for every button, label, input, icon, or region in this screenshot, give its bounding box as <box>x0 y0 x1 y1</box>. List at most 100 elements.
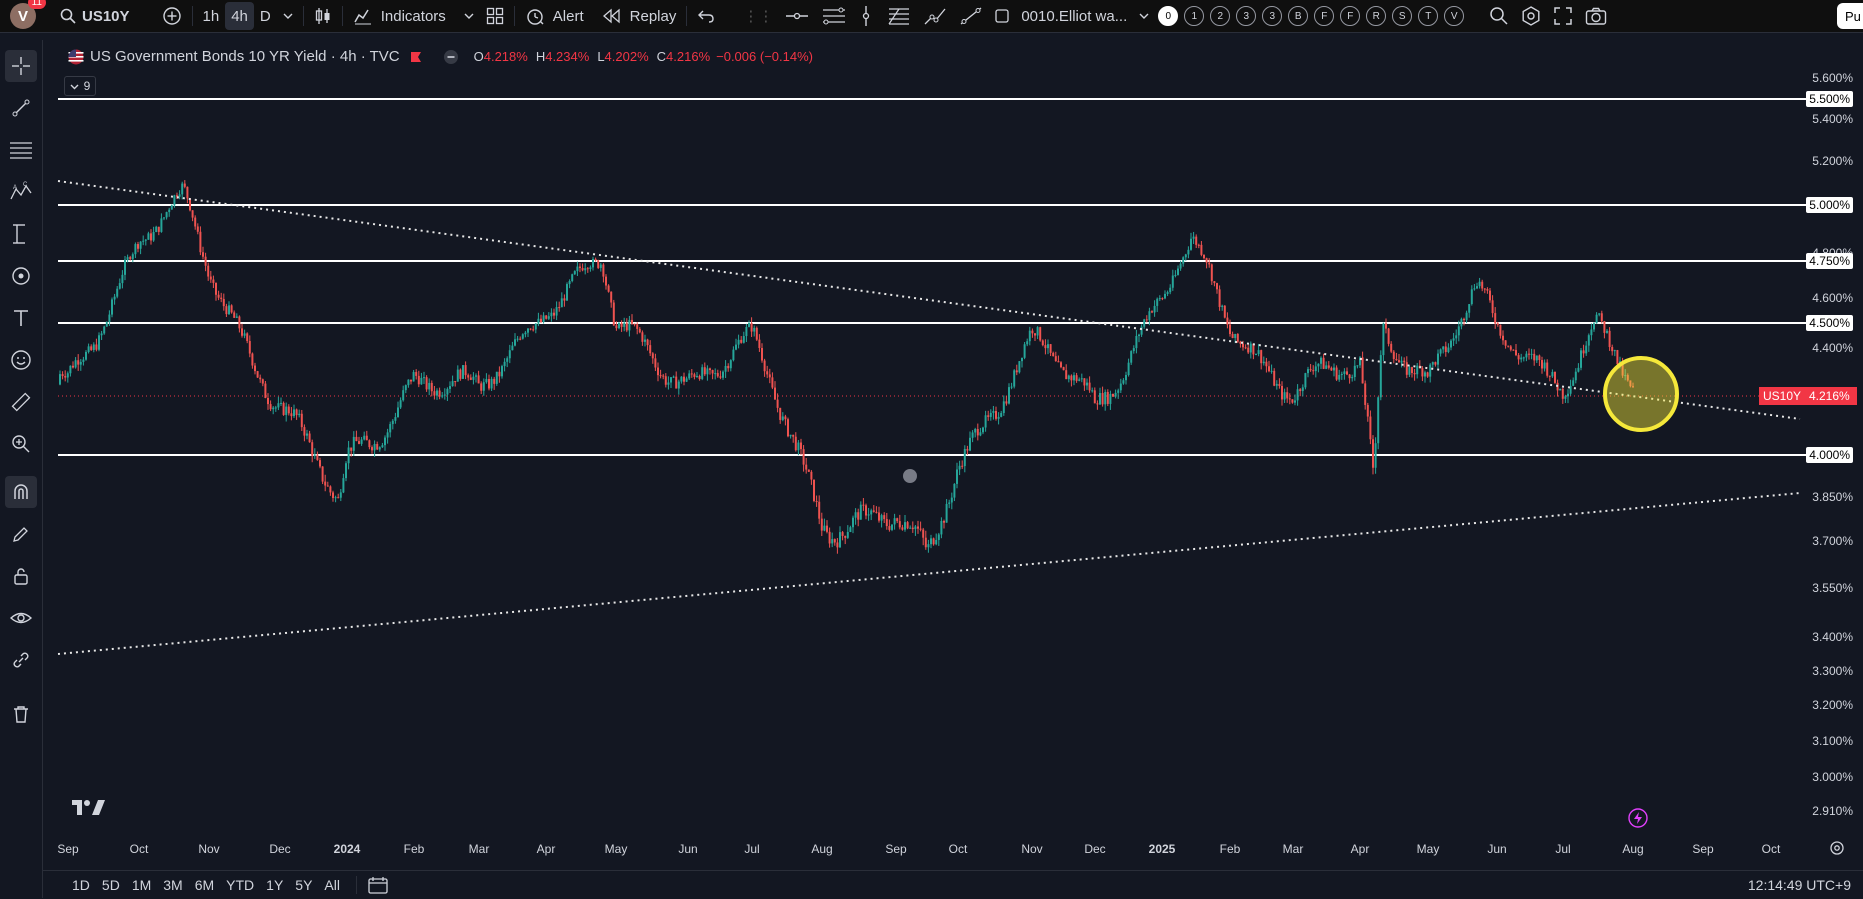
range-1y[interactable]: 1Y <box>266 877 284 893</box>
candle-body <box>1611 347 1614 352</box>
projection-tool[interactable] <box>5 218 37 250</box>
clock[interactable]: 12:14:49 UTC+9 <box>1747 877 1851 893</box>
layout-name[interactable]: 0010.Elliot wa... <box>1021 7 1128 25</box>
symbol-title[interactable]: US Government Bonds 10 YR Yield · 4h · T… <box>90 48 400 65</box>
remove-drawings-tool[interactable] <box>5 698 37 730</box>
brush-shapes-tool[interactable] <box>5 260 37 292</box>
publish-button[interactable]: Pu <box>1837 3 1863 29</box>
symbol-search-button[interactable]: US10Y <box>54 2 136 30</box>
timeframe-1h[interactable]: 1h <box>202 7 220 25</box>
candle-body <box>100 333 103 336</box>
tradingview-logo[interactable] <box>72 798 106 821</box>
path-tool[interactable] <box>917 2 953 30</box>
magnet-tool[interactable] <box>5 476 37 508</box>
candle-body <box>1291 399 1294 403</box>
drag-handle-icon[interactable]: ⋮⋮ <box>743 8 774 25</box>
layout-checkbox[interactable] <box>989 2 1015 30</box>
candle-body <box>482 382 485 391</box>
range-1m[interactable]: 1M <box>131 877 152 893</box>
quick-search-button[interactable] <box>1483 2 1515 30</box>
layout-slot[interactable]: R <box>1366 6 1387 26</box>
trend-line-drawing[interactable] <box>57 492 1801 655</box>
candle-body <box>1101 393 1104 405</box>
undo-button[interactable] <box>691 2 721 30</box>
range-3m[interactable]: 3M <box>163 877 183 893</box>
vertical-line-tool[interactable] <box>853 2 879 30</box>
flag-icon[interactable] <box>410 51 422 63</box>
lock-drawings-tool[interactable] <box>5 560 37 592</box>
alert-button[interactable]: Alert <box>519 2 590 30</box>
events-button[interactable] <box>1628 808 1648 833</box>
range-1d[interactable]: 1D <box>72 877 90 893</box>
layout-slot[interactable]: 2 <box>1210 6 1231 26</box>
candle-body <box>753 327 756 332</box>
fib-tool[interactable] <box>879 2 917 30</box>
candle-body <box>1307 369 1309 374</box>
layout-slot[interactable]: 0 <box>1158 6 1179 26</box>
candle-body <box>883 515 886 520</box>
range-ytd[interactable]: YTD <box>226 877 255 893</box>
timeframe-dropdown[interactable] <box>277 2 299 30</box>
candle-body <box>664 376 667 385</box>
crosshair-tool[interactable] <box>5 50 37 82</box>
fullscreen-button[interactable] <box>1547 2 1579 30</box>
stay-in-drawing-mode-tool[interactable] <box>5 518 37 550</box>
text-tool[interactable] <box>5 302 37 334</box>
hide-drawings-tool[interactable] <box>5 602 37 634</box>
timeframe-d[interactable]: D <box>259 7 271 25</box>
axis-settings-button[interactable] <box>1829 840 1845 861</box>
layout-slot[interactable]: S <box>1392 6 1413 26</box>
range-6m[interactable]: 6M <box>194 877 215 893</box>
layouts-button[interactable] <box>480 2 510 30</box>
sync-drawings-tool[interactable] <box>5 644 37 676</box>
range-5d[interactable]: 5D <box>101 877 120 893</box>
parallel-lines-tool[interactable] <box>815 2 853 30</box>
candle-body <box>1174 274 1177 276</box>
indicators-collapse-button[interactable]: 9 <box>64 76 96 96</box>
toolbar-divider <box>355 876 357 894</box>
range-all[interactable]: All <box>324 877 340 893</box>
timeframe-4h[interactable]: 4h <box>225 2 254 30</box>
trend-line-tool[interactable] <box>5 92 37 124</box>
settings-button[interactable] <box>1515 2 1547 30</box>
minus-circle-icon[interactable] <box>443 49 458 64</box>
trend-line-drawing[interactable] <box>57 180 1801 420</box>
highlight-circle-drawing[interactable] <box>1603 356 1679 432</box>
indicators-button[interactable]: Indicators <box>347 2 480 30</box>
candle-body <box>849 527 852 533</box>
layout-slot[interactable]: T <box>1418 6 1439 26</box>
layout-slot[interactable]: 3 <box>1236 6 1257 26</box>
icons-tool[interactable] <box>5 344 37 376</box>
trend-line-tool[interactable] <box>953 2 989 30</box>
candle-body <box>784 416 787 420</box>
horizontal-ray-tool[interactable] <box>779 2 815 30</box>
ohlc-high: H4.234% <box>536 49 589 64</box>
layout-slot[interactable]: F <box>1340 6 1361 26</box>
chart-type-button[interactable] <box>308 2 338 30</box>
candle-body <box>173 195 176 206</box>
candle-body <box>124 259 126 275</box>
layout-slot[interactable]: 3 <box>1262 6 1283 26</box>
layout-dropdown[interactable] <box>1133 2 1155 30</box>
layout-slot[interactable]: 1 <box>1184 6 1205 26</box>
zoom-in-tool[interactable] <box>5 428 37 460</box>
candle-body <box>524 332 527 335</box>
calendar-range-icon[interactable] <box>367 876 389 894</box>
replay-button[interactable]: Replay <box>596 2 683 30</box>
candle-body <box>602 264 605 277</box>
candle-body <box>945 503 948 523</box>
fib-tools-group[interactable] <box>5 134 37 166</box>
layout-slot[interactable]: F <box>1314 6 1335 26</box>
alert-marker-icon[interactable] <box>903 469 917 483</box>
compare-symbol-button[interactable] <box>156 2 188 30</box>
range-5y[interactable]: 5Y <box>295 877 313 893</box>
candle-body <box>1275 383 1278 386</box>
layout-slot[interactable]: B <box>1288 6 1309 26</box>
measure-tool[interactable] <box>5 386 37 418</box>
user-avatar[interactable]: V 11 <box>10 0 46 29</box>
layout-slot[interactable]: V <box>1444 6 1465 26</box>
snapshot-button[interactable] <box>1579 2 1613 30</box>
candle-body <box>1112 393 1114 397</box>
